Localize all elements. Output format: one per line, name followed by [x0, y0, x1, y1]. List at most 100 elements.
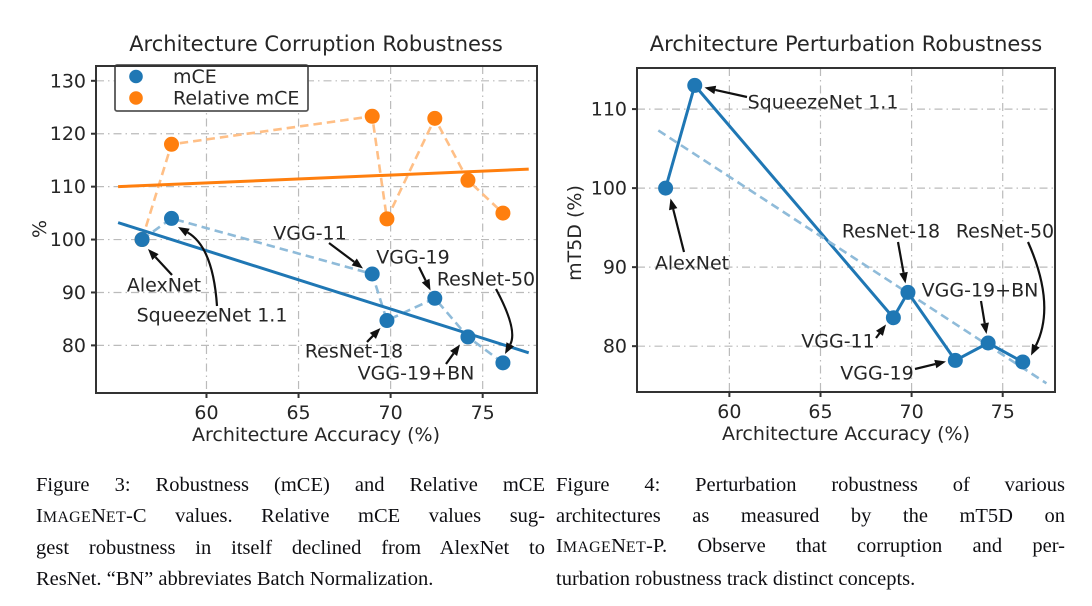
annotation-arrowhead — [980, 322, 989, 334]
x-axis-label: Architecture Accuracy (%) — [722, 423, 970, 445]
caption-line: Figure 3: Robustness (mCE) and Relative … — [36, 470, 545, 501]
y-tick-label: 90 — [62, 282, 86, 304]
data-point-vgg-11 — [885, 310, 901, 326]
annotation-label: VGG-19+BN — [358, 363, 475, 385]
annotation-label: SqueezeNet 1.1 — [137, 305, 288, 327]
data-point-vgg-19 — [947, 352, 963, 368]
annotation-arrowhead — [1031, 343, 1040, 356]
caption-text-segment: N — [611, 535, 626, 557]
annotation-label: VGG-19+BN — [922, 280, 1039, 302]
annotation-arrowhead — [704, 85, 717, 95]
y-tick-label: 90 — [603, 257, 627, 279]
annotation-arrow — [896, 241, 905, 273]
annotation-arrowhead — [875, 324, 886, 336]
legend-marker-mce — [129, 69, 143, 84]
caption-smallcaps-segment: MAGE — [42, 508, 92, 526]
annotation-arrowhead — [934, 359, 946, 369]
annotation-arrowhead — [148, 249, 159, 260]
annotation-label: ResNet-50 — [956, 221, 1054, 243]
caption-line: architectures as measured by the mT5D on — [556, 501, 1065, 532]
y-axis-label: mT5D (%) — [564, 185, 586, 281]
chart-title: Architecture Perturbation Robustness — [650, 32, 1042, 56]
legend-marker-relative-mce — [129, 91, 143, 105]
caption-line: ResNet. “BN” abbreviates Batch Normaliza… — [36, 564, 545, 595]
x-tick-label: 60 — [717, 401, 741, 423]
annotation-arrowhead — [450, 344, 460, 356]
legend-label: mCE — [173, 66, 217, 88]
annotation-label: ResNet-18 — [842, 221, 940, 243]
figure4-caption: Figure 4: Perturbation robustness of var… — [556, 470, 1065, 594]
annotation-label: AlexNet — [127, 275, 201, 297]
annotation-arrowhead — [421, 278, 431, 291]
trend-line-relative-mce — [118, 167, 529, 189]
annotation-arrow — [1026, 241, 1046, 347]
y-tick-label: 100 — [50, 229, 86, 251]
caption-smallcaps-segment: ET — [105, 508, 127, 526]
caption-line: turbation robustness track distinct conc… — [556, 564, 1065, 595]
data-point-squeezenet-1.1 — [163, 136, 179, 152]
annotation-label: SqueezeNet 1.1 — [748, 92, 899, 114]
data-point-alexnet — [658, 180, 674, 196]
annotation-label: ResNet-18 — [305, 341, 403, 363]
data-point-resnet-50 — [495, 205, 511, 221]
data-point-vgg-19 — [427, 290, 443, 306]
y-tick-label: 130 — [50, 70, 86, 92]
annotation-label: VGG-11 — [273, 223, 346, 245]
caption-text-segment: turbation robustness track distinct conc… — [556, 567, 916, 590]
annotation-label: AlexNet — [655, 253, 729, 275]
annotation-arrow — [418, 266, 427, 282]
annotation-label: VGG-19 — [840, 363, 913, 385]
annotation-arrow — [495, 288, 514, 345]
charts-svg: AlexNet SqueezeNet 1.1 VGG-11 VGG-19 ResNet-… — [29, 32, 1056, 446]
caption-line: IMAGENET-P. Observe that corruption and … — [556, 531, 1065, 564]
y-tick-label: 80 — [62, 335, 86, 357]
caption-line: gest robustness in itself declined from … — [36, 533, 545, 564]
caption-text-segment: I — [556, 535, 563, 557]
x-tick-label: 70 — [379, 402, 403, 424]
caption-text-segment: -C values. Relative mCE values sug- — [126, 504, 545, 527]
data-point-vgg-19+bn — [460, 172, 476, 188]
annotation-arrowhead — [178, 227, 190, 237]
caption-text-segment: -P. Observe that corruption and per- — [646, 535, 1065, 557]
data-point-vgg-19 — [427, 110, 443, 126]
x-tick-label: 65 — [286, 402, 310, 424]
annotation-arrowhead — [351, 258, 363, 269]
annotation-arrowhead — [369, 328, 381, 339]
x-axis-label: Architecture Accuracy (%) — [192, 424, 440, 446]
annotation-arrow — [979, 300, 986, 324]
data-point-resnet-18 — [379, 211, 395, 227]
data-point-alexnet — [134, 232, 150, 248]
annotation-arrow — [875, 331, 881, 339]
annotation-label: ResNet-50 — [437, 269, 535, 291]
figure3-caption: Figure 3: Robustness (mCE) and Relative … — [36, 470, 545, 594]
caption-line: Figure 4: Perturbation robustness of var… — [556, 470, 1065, 501]
data-point-vgg-11 — [364, 108, 380, 124]
data-point-resnet-50 — [1015, 354, 1031, 370]
y-axis-label: % — [29, 220, 51, 238]
annotation-arrowhead — [899, 271, 908, 284]
data-point-squeezenet-1.1 — [163, 210, 179, 226]
data-point-vgg-19+bn — [980, 335, 996, 351]
y-tick-label: 110 — [50, 176, 86, 198]
annotation-arrow — [154, 256, 173, 276]
x-tick-label: 60 — [194, 402, 218, 424]
annotation-label: VGG-11 — [801, 331, 874, 353]
trend-line-mce — [117, 221, 530, 355]
annotation-arrow — [672, 208, 686, 253]
plot-border — [636, 67, 1056, 393]
data-point-resnet-50 — [495, 355, 511, 371]
annotation-arrow — [714, 88, 748, 99]
caption-text-segment: N — [91, 504, 106, 527]
annotation-arrow — [445, 352, 455, 365]
caption-text-segment: I — [36, 504, 43, 527]
legend-label: Relative mCE — [173, 88, 299, 110]
data-point-vgg-11 — [364, 266, 380, 282]
annotation-arrowhead — [505, 342, 515, 354]
chart-title: Architecture Corruption Robustness — [129, 32, 503, 56]
caption-text-segment: architectures as measured by the mT5D on — [556, 504, 1065, 527]
annotation-arrow — [186, 231, 219, 307]
data-point-resnet-18 — [900, 284, 916, 300]
